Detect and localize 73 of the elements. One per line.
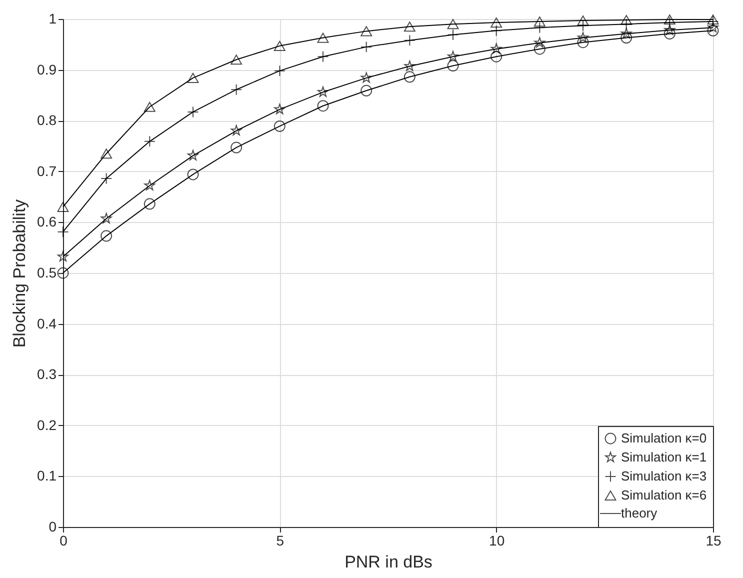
point — [360, 72, 372, 83]
legend-label: Simulation κ=3 — [621, 468, 707, 484]
point — [664, 24, 676, 35]
point — [534, 43, 546, 55]
point — [490, 50, 502, 62]
point — [620, 28, 632, 38]
point — [57, 202, 69, 212]
point — [144, 198, 156, 210]
y-axis-title: Blocking Probability — [10, 198, 30, 348]
point — [230, 142, 242, 154]
point — [707, 14, 719, 25]
x-tick-label: 5 — [276, 532, 284, 548]
point — [58, 251, 68, 262]
legend-label: theory — [621, 506, 658, 520]
legend-label: Simulation κ=0 — [621, 430, 707, 446]
y-tick-label: 0.3 — [37, 366, 57, 382]
point — [57, 267, 69, 279]
point — [230, 125, 242, 136]
point — [318, 86, 328, 97]
point — [577, 15, 589, 26]
y-tick-label: 0.8 — [37, 112, 57, 128]
point — [404, 60, 416, 71]
point — [707, 24, 719, 36]
point — [664, 28, 676, 40]
point — [230, 54, 242, 65]
point — [144, 136, 156, 148]
point — [490, 43, 502, 54]
y-tick-label: 0.7 — [37, 162, 57, 179]
point — [447, 19, 459, 30]
y-tick-label: 0.6 — [37, 214, 57, 230]
y-tick-label: 0.9 — [37, 61, 57, 78]
point — [187, 168, 199, 180]
point — [274, 120, 286, 132]
point — [360, 26, 372, 36]
point — [317, 100, 329, 112]
point — [144, 102, 156, 112]
point — [620, 14, 632, 26]
point — [188, 150, 198, 160]
point — [404, 22, 416, 32]
point — [448, 50, 458, 62]
point — [274, 40, 286, 51]
point — [447, 60, 459, 72]
point — [274, 65, 286, 77]
point — [274, 104, 286, 114]
point — [187, 72, 199, 83]
x-tick-label: 15 — [706, 532, 722, 548]
y-tick-label: 0.4 — [37, 315, 57, 332]
point — [360, 84, 372, 96]
x-axis-title: PNR in dBs — [344, 552, 432, 572]
legend-label: Simulation κ=1 — [621, 450, 707, 464]
point — [144, 180, 156, 190]
y-tick-label: 0.2 — [37, 416, 57, 433]
point — [578, 32, 588, 43]
point — [620, 32, 632, 44]
point — [577, 36, 589, 48]
y-tick-label: 0.1 — [37, 468, 57, 484]
point — [100, 148, 112, 159]
point — [490, 18, 502, 28]
point — [404, 71, 416, 83]
point — [664, 14, 676, 25]
point — [708, 22, 718, 32]
y-tick-label: 1 — [48, 10, 57, 26]
legend-label: Simulation κ=6 — [621, 488, 707, 502]
point — [317, 32, 329, 43]
point — [534, 16, 546, 27]
x-tick-label: 10 — [489, 532, 505, 548]
point — [534, 37, 546, 48]
y-tick-label: 0.5 — [37, 264, 57, 280]
y-tick-label: 0 — [48, 518, 57, 534]
point — [230, 84, 242, 96]
point — [100, 212, 112, 224]
x-tick-label: 0 — [60, 532, 68, 548]
point — [100, 230, 112, 242]
